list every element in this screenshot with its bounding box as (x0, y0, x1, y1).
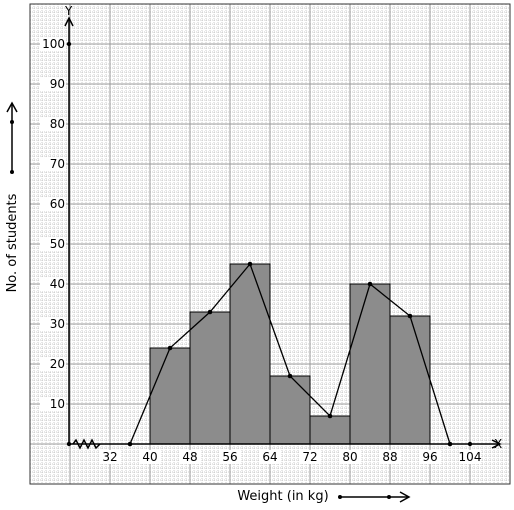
axes (64, 16, 502, 450)
x-arrow-dot (387, 495, 391, 499)
x-tick-label-bg (139, 450, 161, 464)
x-tick-label: 88 (382, 450, 397, 464)
y-tick-label: 100 (42, 37, 65, 51)
x-direction-arrow (340, 491, 411, 503)
y-tick-label: 50 (50, 237, 65, 251)
polygon-point (367, 281, 373, 287)
x-axis-title: Weight (in kg) (237, 489, 328, 504)
x-tick-label: 40 (142, 450, 157, 464)
y-tick-label-bg (40, 117, 66, 131)
x-tick-label-bg (99, 450, 121, 464)
tick-labels: 32 40 48 56 64 72 80 88 96 104 10 20 30 40 50 60 70 80 90 1… (40, 37, 481, 464)
x-tick-label-bg (259, 450, 281, 464)
plot-border (29, 3, 511, 485)
x-tick-label-bg (419, 450, 441, 464)
y-axis-letter: Y (64, 4, 73, 18)
y-tick-label: 70 (50, 157, 65, 171)
y-tick-label: 30 (50, 317, 65, 331)
x-tick-label: 56 (222, 450, 237, 464)
y-tick-label: 40 (50, 277, 65, 291)
polygon-point (327, 413, 333, 419)
y-direction-arrow (6, 101, 18, 172)
x-tick-label: 104 (459, 450, 482, 464)
histogram-bar (389, 315, 431, 445)
y-tick-label-bg (40, 237, 66, 251)
x-tick-label: 48 (182, 450, 197, 464)
y-tick-label-bg (40, 37, 66, 51)
origin-dot (66, 441, 72, 447)
y-arrow-dot (10, 170, 14, 174)
x-arrow-dot (338, 495, 342, 499)
y-tick-label-bg (40, 77, 66, 91)
y-tick-label: 60 (50, 197, 65, 211)
polygon-point (287, 373, 293, 379)
x-tick-label: 80 (342, 450, 357, 464)
polygon-point (447, 441, 453, 447)
histogram-bar (149, 347, 191, 445)
y-tick-label: 10 (50, 397, 65, 411)
x-tick-label: 32 (102, 450, 117, 464)
x-tick-label-bg (219, 450, 241, 464)
y-tick-label: 20 (50, 357, 65, 371)
polygon-point (167, 345, 173, 351)
y-axis-title: No. of students (5, 193, 20, 292)
frequency-polygon (127, 261, 473, 447)
y-tick-label-bg (40, 317, 66, 331)
histogram-bar (309, 415, 351, 445)
y-tick-label-bg (40, 277, 66, 291)
polygon-point (207, 309, 213, 315)
x-tick-label: 96 (422, 450, 437, 464)
x-tick-label-bg (379, 450, 401, 464)
y-tick-label-bg (40, 197, 66, 211)
y-tick-label: 90 (50, 77, 65, 91)
x-end-dot (467, 441, 473, 447)
x-tick-label: 64 (262, 450, 277, 464)
x-axis-letter: X (494, 437, 502, 451)
x-axis-arrowhead (491, 439, 502, 449)
y-tick-label-bg (40, 157, 66, 171)
histogram-bar (229, 263, 271, 445)
x-tick-label-bg (459, 450, 481, 464)
y-tick-label-bg (40, 357, 66, 371)
polygon-point (127, 441, 133, 447)
x-tick-label-bg (179, 450, 201, 464)
axis-break (72, 438, 101, 450)
histogram-bar (189, 311, 231, 445)
polygon-point (407, 313, 413, 319)
histogram-bars (149, 263, 431, 445)
x-tick-label: 72 (302, 450, 317, 464)
histogram-bar (269, 375, 311, 445)
x-tick-label-bg (339, 450, 361, 464)
y-tick-label: 80 (50, 117, 65, 131)
y-tick-label-bg (40, 397, 66, 411)
y-axis-arrowhead (64, 16, 74, 27)
y-top-dot (66, 41, 72, 47)
x-tick-label-bg (299, 450, 321, 464)
histogram-bar (349, 283, 391, 445)
y-arrow-dot (10, 120, 14, 124)
polygon-point (247, 261, 253, 267)
